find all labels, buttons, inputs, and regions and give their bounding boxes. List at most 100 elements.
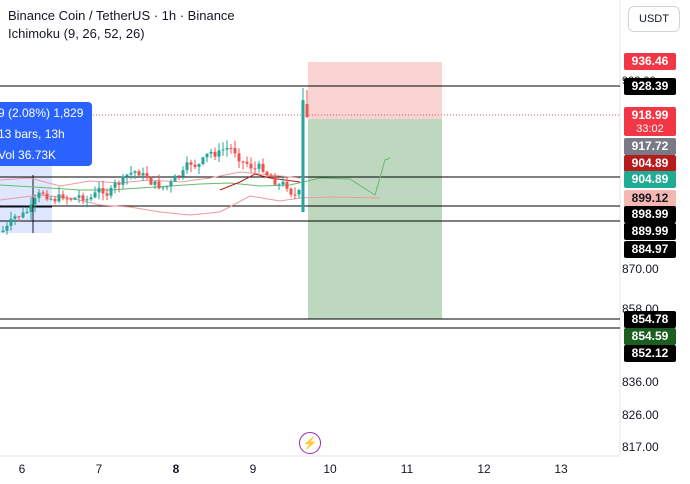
candle-body — [69, 198, 73, 200]
candle-body — [145, 173, 149, 178]
time-tick: 8 — [172, 462, 180, 476]
candle-body — [225, 148, 229, 150]
candle-body — [169, 181, 173, 187]
candle-body — [49, 198, 53, 200]
candle-body — [101, 188, 105, 194]
candle-body — [305, 104, 309, 117]
price-badge-entry-price: 904.89 — [624, 171, 676, 188]
candle-body — [241, 161, 245, 163]
price-tick: 836.00 — [622, 375, 659, 389]
candle-body — [289, 188, 293, 195]
price-badge-line-price-5: 854.78 — [624, 311, 676, 328]
cloud-lower — [0, 194, 381, 216]
candle-body — [41, 192, 45, 194]
candle-body — [173, 175, 177, 182]
candle-body — [245, 161, 249, 164]
symbol-title[interactable]: Binance Coin / TetherUS · 1h · Binance — [8, 8, 235, 23]
candle-body — [45, 193, 49, 200]
risk-zone — [308, 62, 442, 119]
candle-body — [161, 187, 165, 189]
candle-body — [97, 188, 101, 193]
candle-body — [237, 153, 241, 162]
price-badge-last-price: 918.99 — [624, 107, 676, 124]
candle-body — [177, 175, 181, 177]
time-tick: 9 — [249, 462, 257, 476]
candle-body — [185, 162, 189, 171]
price-badge-stop-price: 854.59 — [624, 328, 676, 345]
candle-body — [217, 150, 221, 157]
candle-body — [301, 100, 305, 212]
candle-body — [81, 195, 85, 201]
candle-body — [153, 181, 157, 185]
candle-body — [181, 170, 185, 177]
candle-body — [229, 148, 233, 150]
price-badge-base-line: 904.89 — [624, 155, 676, 172]
price-badge-countdown: 33:02 — [624, 122, 676, 136]
candle-body — [105, 193, 109, 196]
candle-body — [33, 198, 37, 205]
candle-body — [277, 184, 281, 186]
candle-body — [141, 173, 145, 176]
time-tick: 10 — [323, 462, 337, 476]
candle-body — [293, 194, 297, 196]
candle-body — [273, 177, 277, 185]
candle-body — [57, 194, 61, 202]
candle-body — [233, 148, 237, 154]
time-tick: 12 — [477, 462, 491, 476]
candle-body — [165, 186, 169, 188]
candle-body — [269, 175, 273, 178]
candle-body — [109, 187, 113, 196]
candle-body — [193, 164, 197, 167]
price-tick: 817.00 — [622, 440, 659, 454]
price-badge-cloud-level-1: 917.72 — [624, 138, 676, 155]
candle-body — [25, 212, 29, 214]
candle-body — [209, 151, 213, 154]
candle-body — [53, 198, 57, 202]
candle-body — [257, 163, 261, 169]
price-tick: 826.00 — [622, 408, 659, 422]
candle-body — [261, 163, 265, 172]
candle-body — [253, 168, 257, 170]
candle-body — [89, 197, 93, 200]
price-badge-conversion-line: 899.12 — [624, 190, 676, 207]
candle-body — [221, 149, 225, 151]
candle-body — [77, 195, 81, 198]
currency-button[interactable]: USDT — [628, 6, 680, 32]
chikou-line — [0, 157, 391, 196]
indicator-legend[interactable]: Ichimoku (9, 26, 52, 26) — [8, 26, 145, 41]
price-badge-line-price-3: 889.99 — [624, 223, 676, 240]
candle-body — [61, 194, 65, 199]
candle-body — [65, 198, 69, 200]
candle-body — [21, 212, 25, 218]
candle-body — [281, 181, 285, 185]
price-badge-line-price-4: 884.97 — [624, 241, 676, 258]
measure-change: 9 (2.08%) 1,829 — [0, 106, 84, 120]
candle-body — [189, 162, 193, 165]
price-tick: 870.00 — [622, 262, 659, 276]
candle-body — [29, 204, 33, 213]
price-badge-line-price-6: 852.12 — [624, 345, 676, 362]
time-tick: 7 — [95, 462, 103, 476]
candle-body — [93, 192, 97, 198]
candle-body — [197, 164, 201, 167]
candle-body — [205, 153, 209, 158]
candle-body — [285, 181, 289, 189]
candle-body — [13, 216, 17, 219]
measure-volume: Vol 36.73K — [0, 148, 57, 162]
time-tick: 13 — [554, 462, 568, 476]
candle-body — [1, 230, 5, 232]
candle-body — [133, 171, 137, 173]
candle-body — [297, 189, 301, 195]
time-tick: 11 — [400, 462, 414, 476]
candle-body — [201, 157, 205, 165]
candle-body — [129, 172, 133, 175]
candle-body — [117, 182, 121, 185]
measure-tooltip: 9 (2.08%) 1,829 13 bars, 13h Vol 36.73K — [0, 102, 92, 166]
lightning-icon[interactable]: ⚡ — [299, 432, 321, 454]
candle-body — [137, 171, 141, 176]
candle-body — [113, 182, 117, 188]
candle-body — [121, 176, 125, 185]
candle-body — [157, 181, 161, 189]
